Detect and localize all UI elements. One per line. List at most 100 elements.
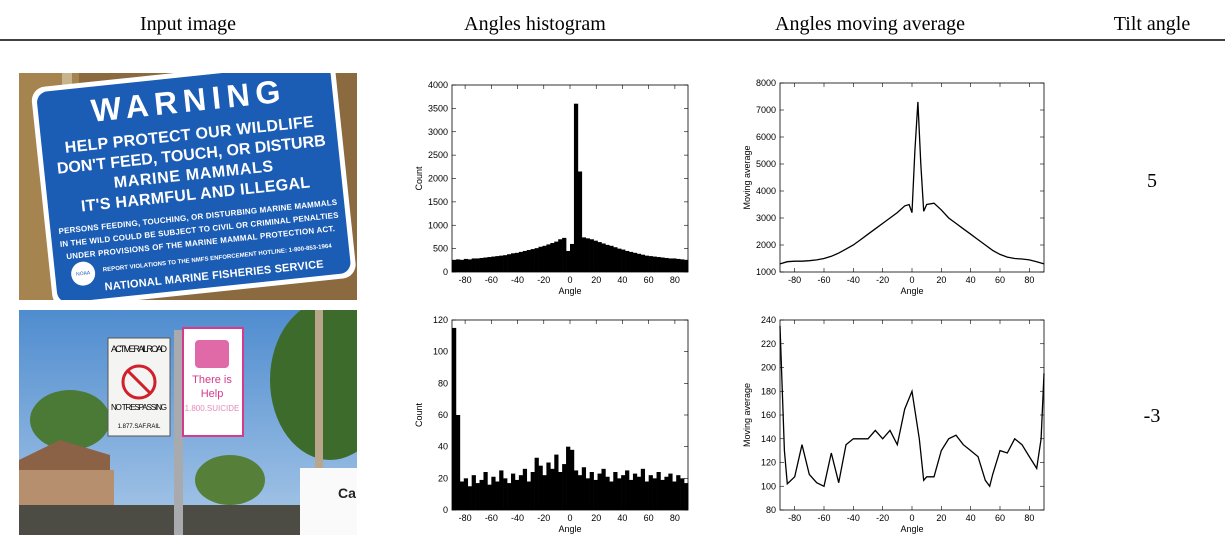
- x-tick-label: -80: [788, 275, 801, 285]
- sign-text: Ca: [338, 485, 356, 501]
- x-tick-label: -80: [459, 275, 472, 285]
- line: [779, 325, 1045, 488]
- bar: [648, 256, 653, 272]
- y-tick-label: 40: [438, 442, 448, 452]
- y-tick-label: 0: [443, 505, 448, 515]
- bar: [581, 237, 587, 272]
- bar: [475, 483, 480, 510]
- bar: [684, 259, 689, 272]
- bar: [589, 239, 594, 272]
- bar: [459, 259, 465, 272]
- bar: [503, 255, 508, 272]
- x-tick-label: -60: [485, 513, 498, 523]
- bar: [487, 257, 492, 272]
- x-tick-label: 60: [995, 275, 1005, 285]
- bar: [459, 481, 465, 510]
- y-tick-label: 160: [761, 410, 776, 420]
- bar: [636, 253, 642, 272]
- bar: [593, 240, 598, 272]
- header-cell: Angles moving average: [775, 13, 965, 35]
- y-axis-label: Count: [414, 166, 424, 191]
- header-cell: Input image: [140, 13, 236, 35]
- x-tick-label: 60: [644, 275, 654, 285]
- bar: [668, 473, 673, 510]
- bar: [542, 475, 547, 510]
- bar: [664, 257, 669, 272]
- input-image: ACTIVE RAILROAD NO TRESPASSING 1.877.SAF…: [19, 310, 357, 535]
- bar: [640, 468, 646, 510]
- x-axis-label: Angle: [900, 286, 923, 296]
- x-tick-label: -60: [485, 275, 498, 285]
- y-tick-label: 100: [433, 347, 448, 357]
- x-tick-label: 20: [936, 513, 946, 523]
- bar: [593, 479, 598, 510]
- bar: [507, 254, 512, 272]
- bar: [546, 462, 551, 510]
- bar: [495, 481, 500, 510]
- x-tick-label: -60: [817, 275, 830, 285]
- x-tick-label: 20: [936, 275, 946, 285]
- y-tick-label: 80: [438, 378, 448, 388]
- bar: [585, 478, 590, 510]
- x-tick-label: -40: [511, 513, 524, 523]
- bar: [656, 257, 661, 272]
- bar: [534, 457, 539, 510]
- bar: [672, 481, 677, 510]
- bar: [526, 481, 531, 510]
- input-image: WARNING HELP PROTECT OUR WILDLIFE DON'T …: [19, 73, 357, 300]
- y-tick-label: 3000: [756, 213, 776, 223]
- y-tick-label: 140: [761, 434, 776, 444]
- bar: [609, 481, 614, 510]
- bar: [538, 465, 543, 510]
- x-tick-label: 0: [567, 513, 572, 523]
- bar: [609, 245, 614, 272]
- bar: [526, 250, 531, 272]
- bar: [621, 249, 626, 272]
- x-tick-label: 60: [644, 513, 654, 523]
- x-tick-label: -20: [537, 513, 550, 523]
- bar: [562, 464, 567, 510]
- bar: [652, 478, 657, 510]
- y-axis-label: Moving average: [742, 383, 752, 447]
- bar: [566, 250, 571, 272]
- bar: [518, 251, 524, 272]
- y-tick-label: 7000: [756, 105, 776, 115]
- bar: [546, 244, 551, 272]
- bar: [507, 483, 512, 510]
- bar: [613, 247, 618, 272]
- y-tick-label: 2000: [428, 174, 448, 184]
- bar: [644, 255, 649, 272]
- bar: [589, 472, 594, 510]
- bar: [632, 473, 638, 510]
- y-axis-label: Count: [414, 403, 424, 428]
- y-tick-label: 180: [761, 386, 776, 396]
- bar: [581, 467, 587, 510]
- bar: [570, 243, 575, 272]
- y-tick-label: 1000: [428, 220, 448, 230]
- y-tick-label: 1500: [428, 197, 448, 207]
- bar: [530, 472, 535, 510]
- bar: [530, 249, 535, 272]
- y-axis-label: Moving average: [742, 145, 752, 209]
- bar: [522, 250, 528, 272]
- plot-frame: [779, 82, 1045, 273]
- bar: [625, 470, 630, 510]
- x-tick-label: -20: [537, 275, 550, 285]
- bar: [629, 479, 634, 510]
- x-axis-label: Angle: [900, 524, 923, 534]
- x-tick-label: 80: [670, 513, 680, 523]
- bar: [577, 475, 583, 510]
- x-tick-label: -40: [847, 513, 860, 523]
- bar: [514, 252, 520, 272]
- x-tick-label: 60: [995, 513, 1005, 523]
- bar: [455, 259, 461, 272]
- bar: [636, 476, 642, 510]
- bar: [640, 254, 646, 272]
- bar: [597, 242, 602, 272]
- bar: [597, 473, 602, 510]
- bar: [676, 475, 681, 510]
- bar: [585, 238, 590, 272]
- x-tick-label: -80: [459, 513, 472, 523]
- x-tick-label: 20: [591, 275, 601, 285]
- x-tick-label: 0: [909, 513, 914, 523]
